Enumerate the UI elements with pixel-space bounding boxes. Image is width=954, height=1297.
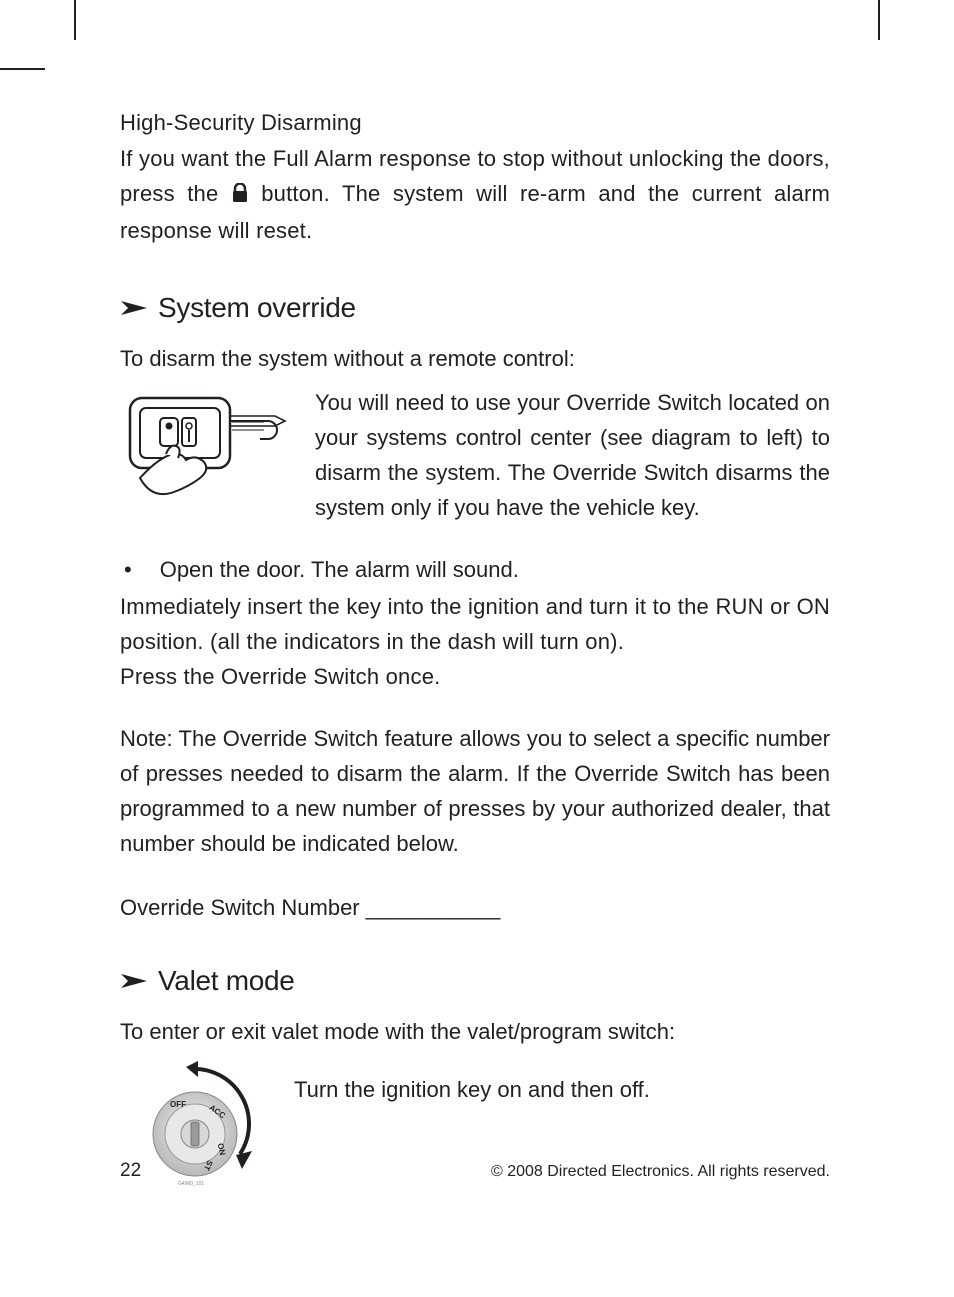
subheading-high-security: High-Security Disarming <box>120 110 830 136</box>
override-switch-diagram <box>120 386 305 506</box>
crop-mark-top-right <box>878 0 880 40</box>
note-label: Note: <box>120 726 173 751</box>
page-number: 22 <box>120 1160 141 1182</box>
note-body: The Override Switch feature allows you t… <box>120 726 830 855</box>
heading-row-system-override: System override <box>120 292 830 324</box>
page-content: High-Security Disarming If you want the … <box>120 110 830 1217</box>
bullet-open-door: • Open the door. The alarm will sound. <box>120 553 830 588</box>
override-switch-number-line: Override Switch Number ___________ <box>120 895 830 921</box>
heading-system-override: System override <box>158 292 356 324</box>
lead-valet: To enter or exit valet mode with the val… <box>120 1019 830 1045</box>
lock-icon <box>231 179 249 214</box>
para-high-security: If you want the Full Alarm response to s… <box>120 142 830 248</box>
heading-row-valet: Valet mode <box>120 965 830 997</box>
note-override: Note: The Override Switch feature allows… <box>120 722 830 861</box>
crop-mark-top-left <box>74 0 76 40</box>
svg-text:G4960_101: G4960_101 <box>178 1181 204 1187</box>
lead-system-override: To disarm the system without a remote co… <box>120 346 830 372</box>
copyright-text: © 2008 Directed Electronics. All rights … <box>491 1163 830 1181</box>
page-footer: 22 © 2008 Directed Electronics. All righ… <box>120 1160 830 1182</box>
bullet-text: Open the door. The alarm will sound. <box>160 553 519 588</box>
arrowhead-icon <box>120 298 150 318</box>
para-press-override: Press the Override Switch once. <box>120 660 830 695</box>
arrowhead-icon <box>120 971 150 991</box>
svg-text:OFF: OFF <box>170 1100 186 1109</box>
crop-mark-left <box>0 68 45 70</box>
heading-valet: Valet mode <box>158 965 295 997</box>
override-float-block: You will need to use your Override Switc… <box>120 386 830 525</box>
para-insert-key: Immediately insert the key into the igni… <box>120 590 830 660</box>
bullet-marker: • <box>120 553 132 588</box>
